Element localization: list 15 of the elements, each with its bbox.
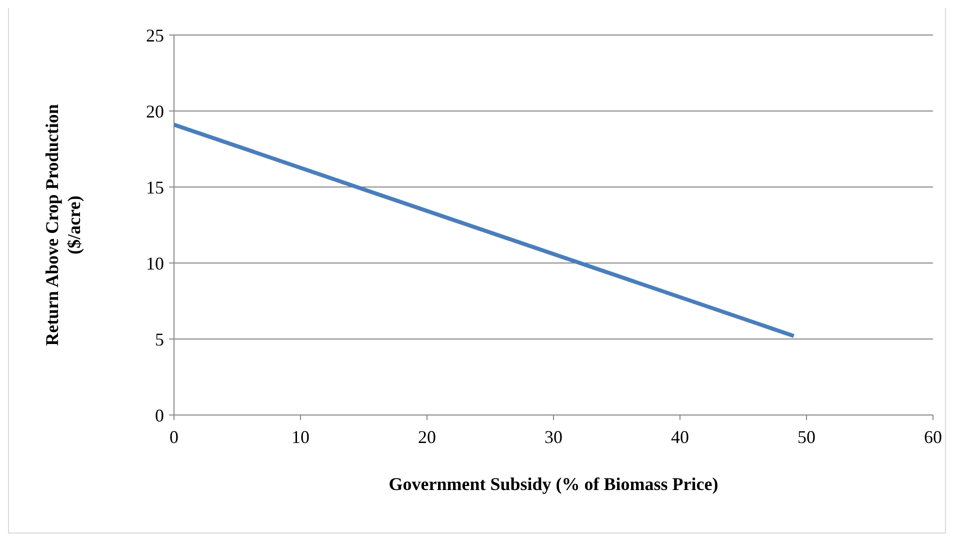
x-tick-label: 60 xyxy=(924,427,942,447)
y-tick-label: 25 xyxy=(146,25,164,46)
y-axis-title: Return Above Crop Production ($/acre) xyxy=(42,104,84,346)
x-tick-label: 0 xyxy=(170,427,178,447)
y-tick-label: 15 xyxy=(146,177,164,198)
x-tick-label: 50 xyxy=(798,427,816,447)
y-tick-label: 0 xyxy=(155,405,164,426)
x-axis-title: Government Subsidy (% of Biomass Price) xyxy=(388,474,718,494)
x-tick-label: 40 xyxy=(671,427,689,447)
y-tick-label: 20 xyxy=(146,101,164,122)
y-tick-label: 5 xyxy=(155,329,164,350)
x-tick-label: 30 xyxy=(544,427,562,447)
x-tick-label: 10 xyxy=(292,427,310,447)
x-tick-label: 20 xyxy=(418,427,436,447)
y-tick-label: 10 xyxy=(146,253,164,274)
